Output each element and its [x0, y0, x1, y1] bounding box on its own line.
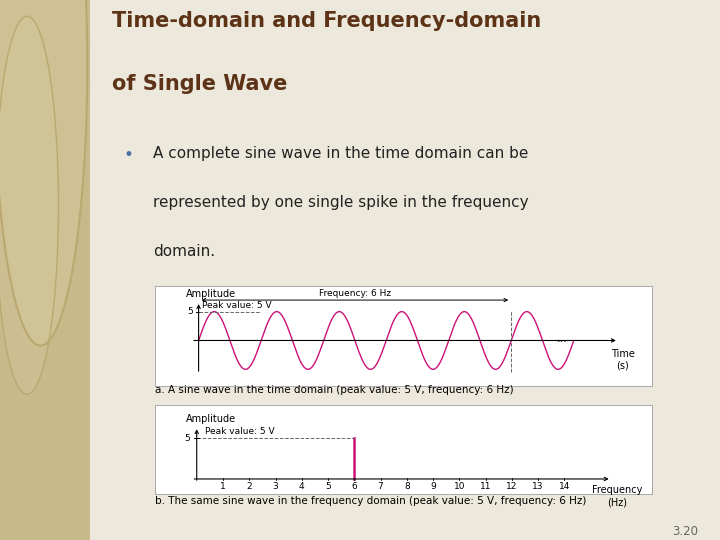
Text: 9: 9 [430, 482, 436, 491]
Text: 6: 6 [351, 482, 357, 491]
Text: ...: ... [557, 334, 568, 344]
Text: b. The same sine wave in the frequency domain (peak value: 5 V, frequency: 6 Hz): b. The same sine wave in the frequency d… [155, 496, 586, 506]
Text: 5: 5 [325, 482, 331, 491]
Text: 4: 4 [299, 482, 305, 491]
Text: 14: 14 [559, 482, 570, 491]
Text: domain.: domain. [153, 244, 215, 259]
Circle shape [0, 16, 58, 394]
Text: 3: 3 [273, 482, 279, 491]
Text: Peak value: 5 V: Peak value: 5 V [204, 428, 274, 436]
Text: 10: 10 [454, 482, 465, 491]
Text: Frequency: 6 Hz: Frequency: 6 Hz [319, 289, 391, 298]
Text: of Single Wave: of Single Wave [112, 75, 287, 94]
Text: 8: 8 [404, 482, 410, 491]
Text: 11: 11 [480, 482, 491, 491]
Text: Amplitude: Amplitude [186, 289, 235, 299]
Text: 3.20: 3.20 [672, 525, 698, 538]
Text: 2: 2 [246, 482, 252, 491]
Text: Time
(s): Time (s) [611, 349, 634, 371]
Text: 5: 5 [184, 434, 190, 443]
Text: Frequency
(Hz): Frequency (Hz) [592, 485, 642, 507]
Text: Amplitude: Amplitude [186, 414, 236, 424]
Text: Peak value: 5 V: Peak value: 5 V [202, 301, 272, 310]
Text: 13: 13 [532, 482, 544, 491]
Text: a. A sine wave in the time domain (peak value: 5 V, frequency: 6 Hz): a. A sine wave in the time domain (peak … [155, 385, 513, 395]
Text: •: • [124, 146, 133, 164]
Text: 12: 12 [506, 482, 518, 491]
Text: 7: 7 [378, 482, 384, 491]
Text: represented by one single spike in the frequency: represented by one single spike in the f… [153, 195, 529, 210]
Text: 5: 5 [187, 307, 193, 316]
Text: 1: 1 [220, 482, 226, 491]
Circle shape [0, 0, 87, 346]
Text: A complete sine wave in the time domain can be: A complete sine wave in the time domain … [153, 146, 528, 161]
Text: Time-domain and Frequency-domain: Time-domain and Frequency-domain [112, 11, 541, 31]
